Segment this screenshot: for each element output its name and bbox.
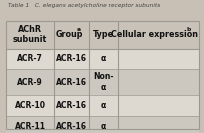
Text: ACR-7: ACR-7 — [17, 54, 43, 63]
Text: Table 1   C. elegans acetylcholine receptor subunits: Table 1 C. elegans acetylcholine recepto… — [8, 3, 160, 8]
Text: ACR-9: ACR-9 — [17, 78, 43, 87]
Bar — [6, 69, 199, 95]
Bar — [6, 21, 199, 129]
Text: α: α — [101, 54, 106, 63]
Text: α: α — [101, 101, 106, 110]
Bar — [6, 21, 199, 49]
Bar — [6, 116, 199, 133]
Text: Group: Group — [56, 30, 83, 39]
Text: Cellular expression: Cellular expression — [111, 30, 198, 39]
Text: Non-
α: Non- α — [93, 72, 114, 92]
Text: b: b — [186, 27, 190, 32]
Text: ACR-16: ACR-16 — [56, 54, 87, 63]
Text: ACR-16: ACR-16 — [56, 78, 87, 87]
Bar — [6, 49, 199, 69]
Text: ACR-16: ACR-16 — [56, 101, 87, 110]
Text: ACR-11: ACR-11 — [15, 122, 45, 130]
Text: ACR-10: ACR-10 — [15, 101, 45, 110]
Text: a: a — [76, 27, 81, 32]
Text: ACR-16: ACR-16 — [56, 122, 87, 130]
Text: α: α — [101, 122, 106, 130]
Text: AChR
subunit: AChR subunit — [13, 25, 47, 44]
Text: Type: Type — [93, 30, 114, 39]
Bar — [6, 95, 199, 116]
